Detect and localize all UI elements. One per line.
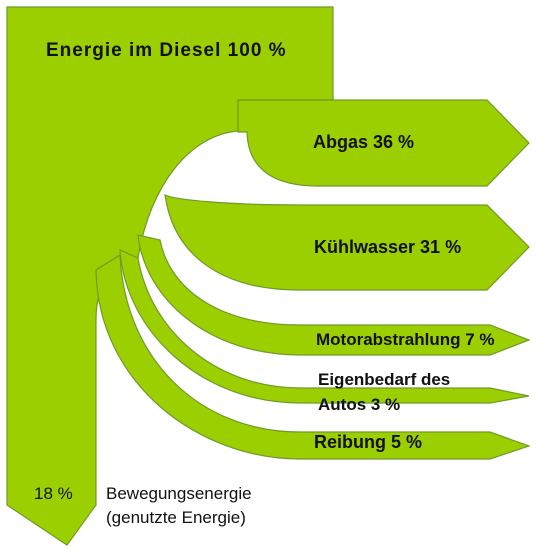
- eigenbedarf-label-line2: Autos 3 %: [318, 395, 401, 414]
- abgas-label: Abgas 36 %: [313, 132, 415, 152]
- output-label-line2: (genutzte Energie): [106, 508, 246, 527]
- flow-source-trunk: [6, 6, 334, 546]
- kuehlwasser-label: Kühlwasser 31 %: [314, 237, 462, 257]
- flow-kuehlwasser: [164, 193, 530, 291]
- motorabstrahlung-label: Motorabstrahlung 7 %: [316, 330, 495, 349]
- output-value-label: 18 %: [34, 484, 73, 503]
- flow-abgas: [237, 99, 530, 187]
- flow-reibung: [95, 253, 531, 460]
- flow-motorabstrahlung: [137, 234, 531, 356]
- reibung-label: Reibung 5 %: [314, 432, 423, 452]
- eigenbedarf-label-line1: Eigenbedarf des: [318, 370, 451, 389]
- output-label-line1: Bewegungsenergie: [106, 484, 252, 503]
- flow-eigenbedarf: [119, 249, 530, 404]
- source-label: Energie im Diesel 100 %: [46, 40, 287, 61]
